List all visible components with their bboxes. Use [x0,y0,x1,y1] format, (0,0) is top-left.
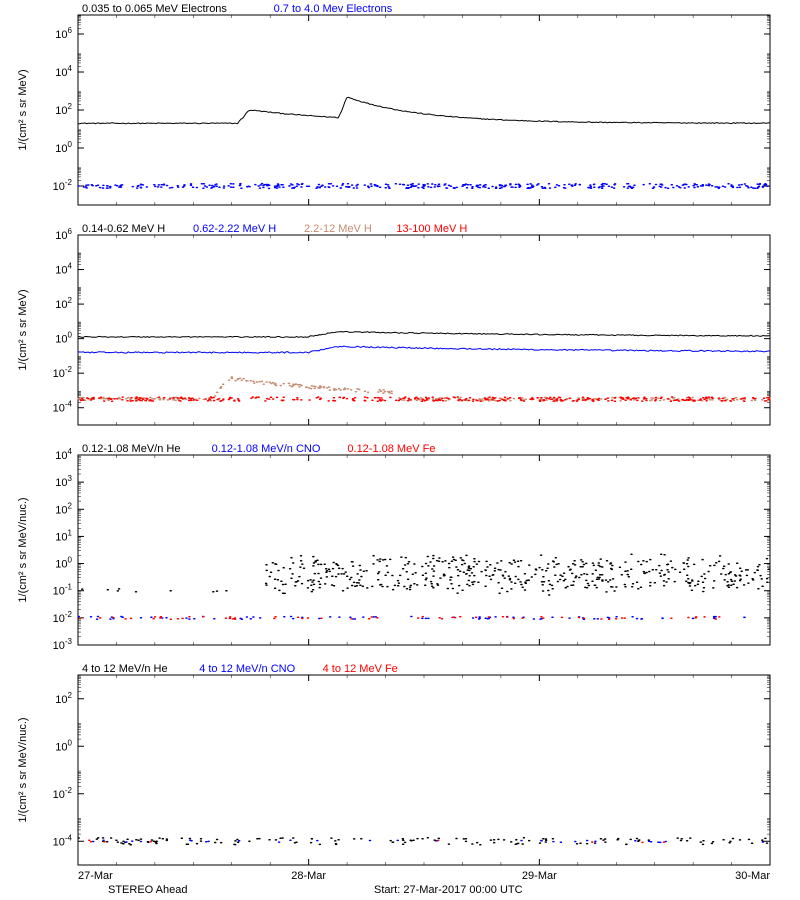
panel-title-part: 0.7 to 4.0 Mev Electrons [274,3,393,15]
ytick-label: 103 [55,474,72,489]
ytick-label: 10-2 [53,178,73,193]
panel-3: 10-4 10-2 100 102 1/(cm² s sr MeV/nuc.) 4 to … [17,663,770,882]
y-axis-label: 1/(cm² s sr MeV) [17,69,29,150]
ytick-label: 102 [55,501,72,516]
panel-title-part: 0.12-1.08 MeV/n CNO [212,443,321,455]
ytick-label: 100 [55,738,72,753]
series-line [78,331,770,337]
ytick-label: 102 [55,296,72,311]
panel-title-part: 13-100 MeV H [396,223,467,235]
xtick-label: 30-Mar [735,870,770,882]
ytick-label: 104 [55,64,72,79]
y-axis-label: 1/(cm² s sr MeV/nuc.) [17,717,29,822]
series-scatter [78,184,768,189]
ytick-label: 10-3 [53,637,73,652]
ytick-label: 100 [55,140,72,155]
ytick-label: 10-2 [53,786,73,801]
panel-title-part: 0.12-1.08 MeV/n He [82,443,180,455]
series-line [78,346,770,353]
panel-1: 10-4 10-2 100 102 104 106 1/(cm² s sr MeV) 0.14… [17,223,770,425]
series-scatter [89,840,665,842]
panel-title-part: 2.2-12 MeV H [304,223,372,235]
y-axis-label: 1/(cm² s sr MeV) [17,289,29,370]
panel-box [78,15,770,205]
footer-center: Start: 27-Mar-2017 00:00 UTC [374,884,523,896]
xtick-label: 27-Mar [78,870,113,882]
chart-svg: 10-2 100 102 104 106 1/(cm² s sr MeV) 0.035 to… [0,0,800,900]
panel-title-part: 0.12-1.08 MeV Fe [347,443,435,455]
panel-title-part: 0.62-2.22 MeV H [193,223,276,235]
ytick-label: 10-1 [53,583,73,598]
panel-title-part: 0.14-0.62 MeV H [82,223,165,235]
ytick-label: 106 [55,26,72,41]
y-axis-label: 1/(cm² s sr MeV/nuc.) [17,497,29,602]
ytick-label: 106 [55,227,72,242]
ytick-label: 102 [55,102,72,117]
chart-root: 10-2 100 102 104 106 1/(cm² s sr MeV) 0.035 to… [0,0,800,900]
series-scatter [82,554,770,595]
panel-title-part: 0.035 to 0.065 MeV Electrons [82,3,227,15]
footer-left: STEREO Ahead [108,884,188,896]
series-scatter [80,617,720,620]
panel-box [78,675,770,865]
ytick-label: 100 [55,331,72,346]
ytick-label: 100 [55,556,72,571]
ytick-label: 10-2 [53,610,73,625]
xtick-label: 29-Mar [522,870,557,882]
ytick-label: 104 [55,262,72,277]
ytick-label: 10-4 [53,400,73,415]
panel-title-part: 4 to 12 MeV/n CNO [199,663,295,675]
panel-0: 10-2 100 102 104 106 1/(cm² s sr MeV) 0.035 to… [17,3,770,205]
ytick-label: 10-2 [53,365,73,380]
panel-2: 10-3 10-2 10-1 100 101 102 103 104 1/(cm² s sr M… [17,443,770,652]
panel-title-part: 4 to 12 MeV/n He [82,663,168,675]
ytick-label: 101 [55,528,72,543]
panel-box [78,235,770,425]
xtick-label: 28-Mar [291,870,326,882]
ytick-label: 104 [55,447,72,462]
series-scatter [78,838,767,845]
ytick-label: 102 [55,691,72,706]
panel-title-part: 4 to 12 MeV Fe [323,663,398,675]
ytick-label: 10-4 [53,833,73,848]
series-line [78,97,770,124]
